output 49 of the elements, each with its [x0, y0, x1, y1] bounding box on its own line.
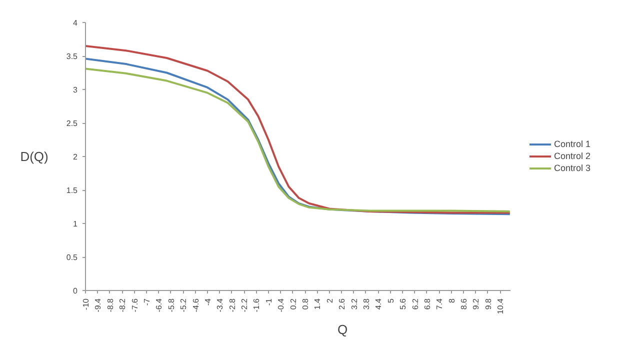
- x-tick-label: 0.2: [288, 298, 298, 310]
- y-tick-label: 2: [73, 152, 78, 162]
- x-tick-label: 0.8: [301, 298, 310, 310]
- x-tick-label: 4.4: [374, 298, 384, 310]
- x-tick-label: 5: [386, 298, 396, 303]
- x-tick-label: -3.4: [216, 298, 225, 312]
- y-tick-label: 1.5: [66, 186, 78, 195]
- legend-label: Control 3: [554, 163, 592, 173]
- y-tick-label: 0: [73, 286, 78, 296]
- y-tick-label: 3.5: [66, 52, 78, 61]
- x-tick-label: -6.4: [154, 298, 164, 312]
- x-tick-label: 1.4: [313, 298, 322, 310]
- x-tick-label: -2.8: [228, 298, 237, 312]
- x-tick-label: -7.6: [130, 298, 140, 312]
- y-tick-label: 4: [73, 18, 78, 28]
- x-tick-label: -4: [203, 298, 212, 306]
- x-tick-label: -1.6: [252, 298, 262, 312]
- x-tick-label: -10: [82, 298, 90, 310]
- y-tick-label: 2.5: [66, 119, 78, 128]
- x-tick-label: 5.6: [398, 298, 408, 310]
- y-axis-title: D(Q): [20, 149, 48, 164]
- legend-label: Control 2: [554, 151, 592, 161]
- x-tick-label: -1: [264, 298, 274, 306]
- x-tick-label: 6.2: [410, 298, 420, 310]
- x-tick-label: 9.8: [484, 298, 493, 310]
- x-tick-label: -5.8: [166, 298, 176, 312]
- x-tick-label: 3.2: [350, 298, 359, 310]
- x-tick-label: 7.4: [435, 298, 444, 310]
- x-tick-label: 2.6: [338, 298, 347, 310]
- x-tick-label: -7: [142, 298, 152, 306]
- y-tick-label: 0.5: [66, 253, 78, 262]
- x-tick-label: 10.4: [496, 298, 506, 314]
- y-tick-label: 1: [73, 220, 78, 228]
- x-tick-label: 2: [325, 298, 334, 303]
- x-tick-label: -2.2: [240, 298, 250, 312]
- y-tick-label: 3: [73, 86, 78, 94]
- x-tick-label: 8.6: [460, 298, 469, 310]
- x-axis-title: Q: [337, 322, 348, 338]
- x-tick-label: 3.8: [362, 298, 371, 310]
- x-tick-label: -8.2: [118, 298, 128, 312]
- x-tick-label: -9.4: [94, 298, 103, 312]
- legend-label: Control 1: [554, 139, 592, 149]
- x-tick-label: -4.6: [191, 298, 200, 312]
- x-tick-label: 8: [447, 298, 456, 303]
- x-tick-label: 6.8: [422, 298, 432, 310]
- x-tick-label: 9.2: [472, 298, 481, 310]
- x-tick-label: -5.2: [179, 298, 188, 312]
- x-tick-label: -0.4: [276, 298, 286, 312]
- x-tick-label: -8.8: [106, 298, 115, 312]
